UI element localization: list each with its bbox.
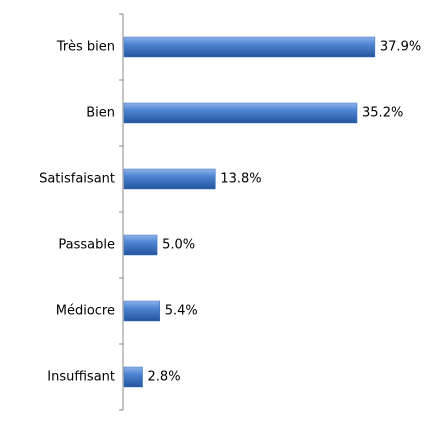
category-label: Insuffisant (47, 370, 115, 385)
value-label: 2.8% (148, 370, 181, 385)
value-label: 35.2% (362, 106, 403, 121)
category-label: Satisfaisant (39, 172, 115, 187)
bar (123, 36, 376, 58)
category-label: Très bien (56, 40, 115, 55)
value-label: 5.4% (165, 304, 198, 319)
value-label: 37.9% (380, 40, 421, 55)
bar (123, 168, 216, 190)
category-label: Passable (58, 238, 115, 253)
bar (123, 300, 160, 322)
bar (123, 234, 158, 256)
bar (123, 102, 358, 124)
bar (123, 366, 143, 388)
category-label: Médiocre (56, 304, 115, 319)
value-label: 13.8% (220, 172, 261, 187)
category-label: Bien (86, 106, 115, 121)
value-label: 5.0% (162, 238, 195, 253)
